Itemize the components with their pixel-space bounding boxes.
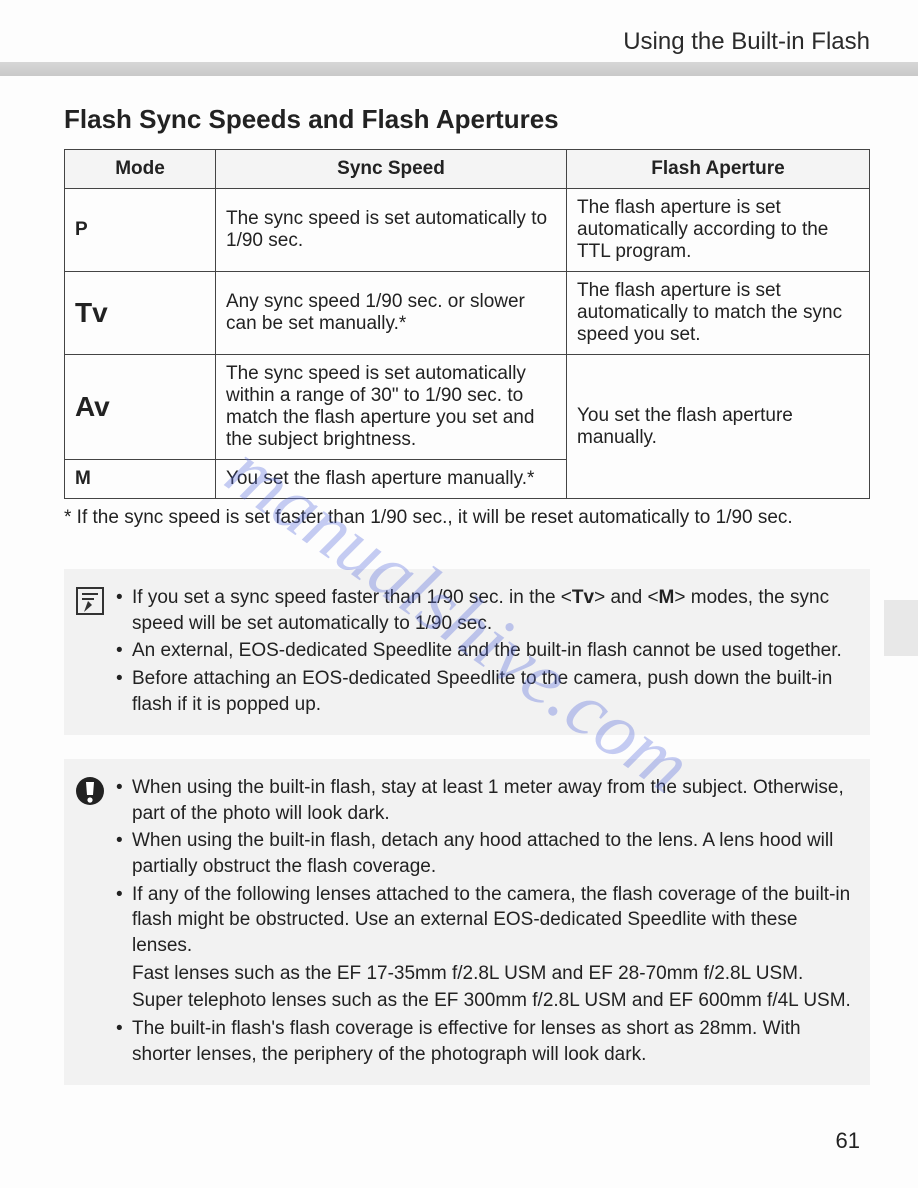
warn-sub: Super telephoto lenses such as the EF 30… xyxy=(116,988,852,1014)
note-item: If you set a sync speed faster than 1/90… xyxy=(116,585,852,636)
col-sync: Sync Speed xyxy=(216,150,567,189)
aperture-tv: The flash aperture is set automatically … xyxy=(567,272,870,355)
warn-item: If any of the following lenses attached … xyxy=(116,882,852,959)
warn-item: When using the built-in flash, stay at l… xyxy=(116,775,852,826)
col-aperture: Flash Aperture xyxy=(567,150,870,189)
warning-box: When using the built-in flash, stay at l… xyxy=(64,759,870,1085)
table-footnote: * If the sync speed is set faster than 1… xyxy=(64,507,870,529)
col-mode: Mode xyxy=(65,150,216,189)
sync-m: You set the flash aperture manually.* xyxy=(216,460,567,499)
warn-item: The built-in flash's flash coverage is e… xyxy=(116,1016,852,1067)
note-list: If you set a sync speed faster than 1/90… xyxy=(116,585,852,719)
flash-table: Mode Sync Speed Flash Aperture P The syn… xyxy=(64,149,870,499)
warn-sub: Fast lenses such as the EF 17-35mm f/2.8… xyxy=(116,961,852,987)
note-text: > and < xyxy=(594,587,658,608)
note-item: An external, EOS-dedicated Speedlite and… xyxy=(116,638,852,664)
note-box: If you set a sync speed faster than 1/90… xyxy=(64,569,870,735)
aperture-p: The flash aperture is set automatically … xyxy=(567,189,870,272)
table-row: Av The sync speed is set automatically w… xyxy=(65,355,870,460)
page-number: 61 xyxy=(836,1128,860,1154)
header-divider xyxy=(0,62,918,76)
note-item: Before attaching an EOS-dedicated Speedl… xyxy=(116,666,852,717)
sync-av: The sync speed is set automatically with… xyxy=(216,355,567,460)
table-row: Tv Any sync speed 1/90 sec. or slower ca… xyxy=(65,272,870,355)
m-label: M xyxy=(659,587,675,608)
note-text: If you set a sync speed faster than 1/90… xyxy=(132,587,572,608)
page-header-title: Using the Built-in Flash xyxy=(64,28,870,56)
aperture-av-m: You set the flash aperture manually. xyxy=(567,355,870,499)
sync-p: The sync speed is set automatically to 1… xyxy=(216,189,567,272)
section-title: Flash Sync Speeds and Flash Apertures xyxy=(64,104,870,135)
table-row: P The sync speed is set automatically to… xyxy=(65,189,870,272)
mode-p: P xyxy=(65,189,216,272)
warning-list: When using the built-in flash, stay at l… xyxy=(116,775,852,1069)
memo-icon xyxy=(74,585,108,617)
tv-label: Tv xyxy=(572,587,594,608)
caution-icon xyxy=(74,775,108,807)
mode-m: M xyxy=(65,460,216,499)
sync-tv: Any sync speed 1/90 sec. or slower can b… xyxy=(216,272,567,355)
mode-av: Av xyxy=(65,355,216,460)
side-tab xyxy=(884,600,918,656)
mode-tv: Tv xyxy=(65,272,216,355)
warn-item: When using the built-in flash, detach an… xyxy=(116,828,852,879)
manual-page: Using the Built-in Flash Flash Sync Spee… xyxy=(0,0,918,1188)
